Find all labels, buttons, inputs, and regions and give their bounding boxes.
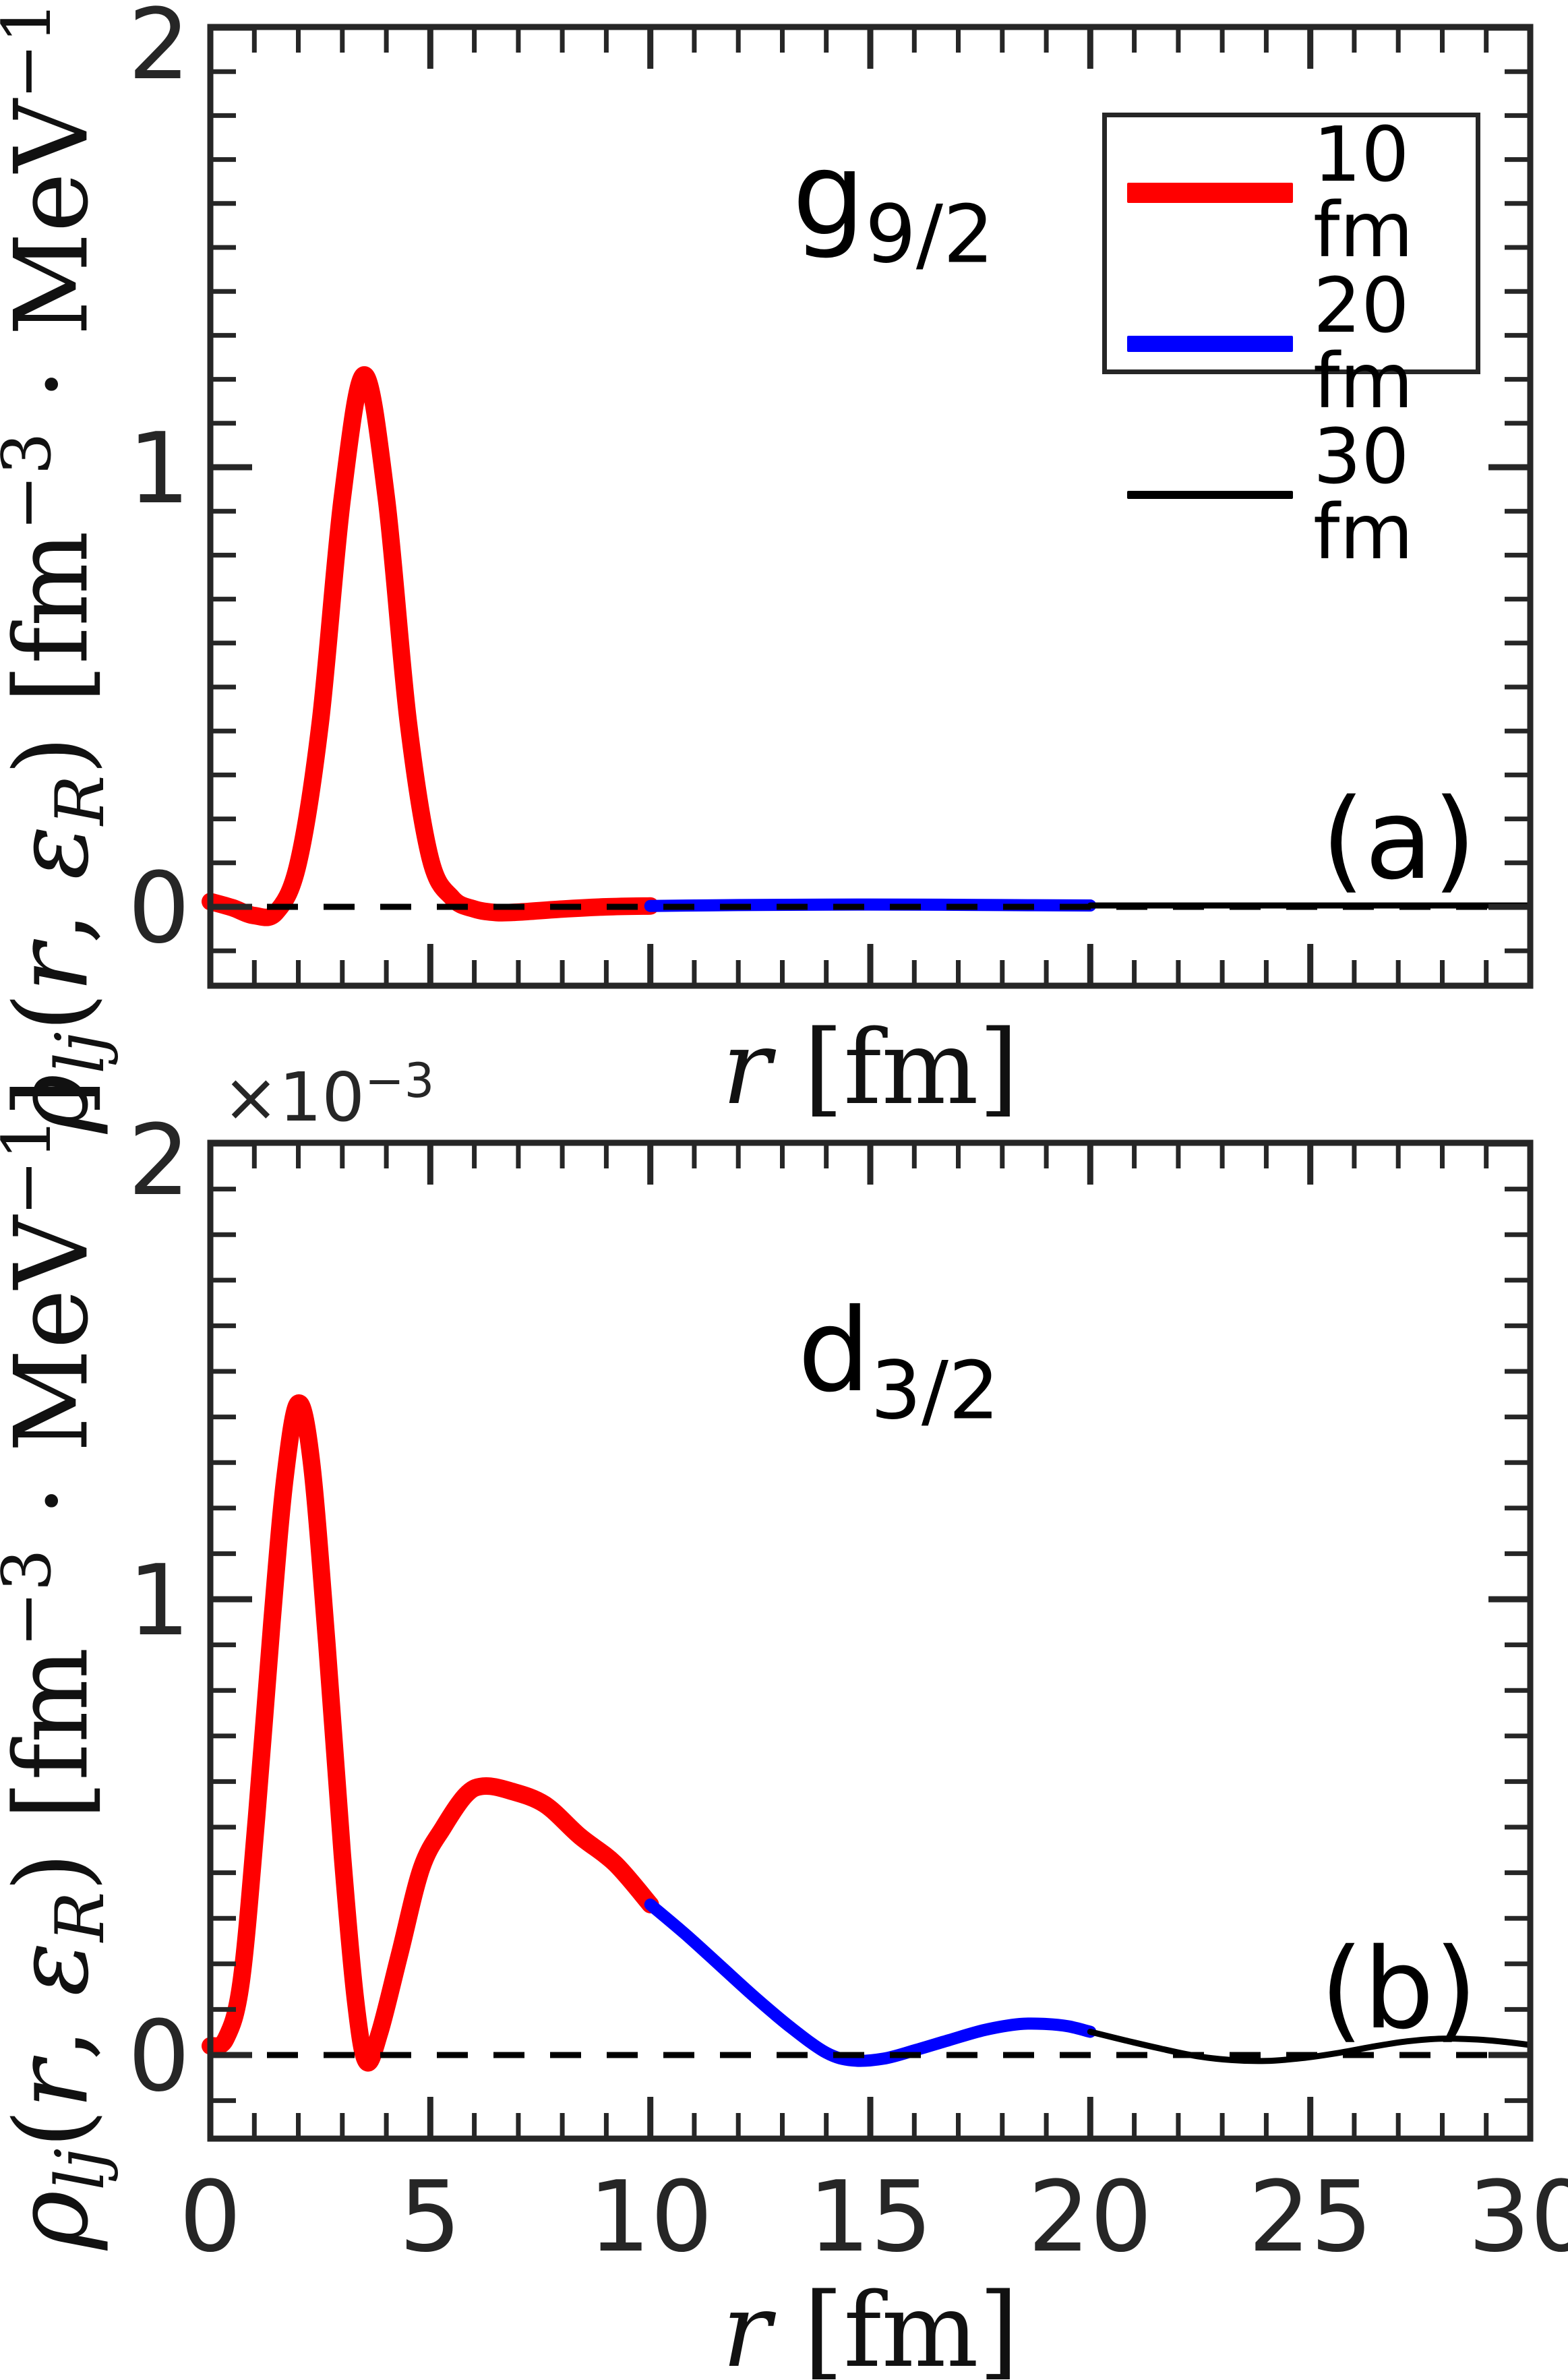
ylabel-eps: ε [0,825,111,880]
x-tick-label-0-panel-b: 0 [179,2160,241,2274]
panel-a-title-sub: 9/2 [865,188,994,282]
legend-swatch-20fm-blue-line [1127,336,1293,352]
panel-a-title-base: g [792,128,866,262]
x-tick-label-10-panel-b: 10 [589,2160,713,2274]
ylabel-rho-sub: lj [42,2148,120,2191]
panel-b-title-base: d [797,1284,871,1418]
ylabel-comma: , [0,879,111,945]
panel-a: 0 1 2 [128,0,1534,989]
curve-20fm-panel-b [644,1898,1097,2067]
x-tick-label-30-panel-b: 30 [1468,2160,1568,2274]
xlabel-unit: [fm] [771,1008,1019,1127]
y-tick-label-1-panel-b: 1 [128,1544,190,1658]
legend-label-20fm: 20 fm [1313,262,1414,425]
ylabel-close: ) [fm [0,1647,111,1892]
legend-item-30fm: 30 fm [1127,419,1476,570]
y-tick-label-0-panel-b: 0 [128,2000,190,2114]
legend-item-10fm: 10 fm [1127,117,1476,268]
legend-swatch-30fm-black-line [1127,491,1293,499]
legend-box: 10 fm 20 fm 30 fm [1102,113,1480,570]
ylabel-rho-sub: lj [42,1032,120,1074]
ylabel-eps-sub: R [42,1891,120,1942]
curve-10fm-panel-a [202,366,659,926]
plot-box-panel-a [207,24,1534,989]
curve-10fm-panel-b [202,1394,659,2072]
legend-label-30fm: 30 fm [1313,413,1414,576]
y-axis-label-panel-a: ρlj(r, εR) [fm−3 · MeV−1] [0,0,119,1133]
x-axis-label-panel-b: r [fm] [722,2271,1019,2380]
panel-b-annotation: (b) [1320,1924,1478,2054]
x-tick-label-15-panel-b: 15 [808,2160,933,2274]
y-tick-label-2-panel-b: 2 [128,1104,190,1218]
multiplier-base: ×10 [222,1058,365,1137]
tick-labels-panel-a: 0 1 2 [128,0,190,965]
y-tick-label-1-panel-a: 1 [128,412,190,526]
ylabel-close: ) [fm [0,531,111,775]
ylabel-end: ] [0,1078,111,1118]
panel-b-title-sub: 3/2 [870,1344,1000,1438]
panel-a-title: g9/2 [792,128,994,282]
y-tick-label-2-panel-a: 2 [128,0,190,102]
ylabel-comma: , [0,1996,111,2061]
ticks-panel-a [207,24,1534,983]
xlabel-r: r [722,1008,771,1127]
ylabel-eps-sub: R [42,775,120,826]
legend-label-10fm: 10 fm [1313,111,1414,274]
ylabel-eps: ε [0,1942,111,1996]
y-tick-label-0-panel-a: 0 [128,852,190,965]
y-axis-scale-multiplier: ×10−3 [222,1053,434,1137]
ticks-panel-b [207,1140,1534,2136]
legend-item-20fm: 20 fm [1127,268,1476,419]
multiplier-exponent: −3 [365,1053,435,1108]
ylabel-mev-exponent: −1 [0,1,66,100]
ylabel-mid: · MeV [0,1216,111,1549]
ylabel-rho: ρ [0,2190,111,2250]
x-tick-label-5-panel-b: 5 [399,2160,461,2274]
panel-b-title: d3/2 [797,1284,999,1438]
legend-swatch-10fm-red-line [1127,183,1293,203]
x-tick-label-25-panel-b: 25 [1248,2160,1373,2274]
xlabel-unit: [fm] [771,2271,1019,2380]
ylabel-r: r [0,2060,111,2109]
panel-a-annotation: (a) [1321,775,1476,904]
ylabel-fm-exponent: −3 [0,1549,66,1648]
x-tick-label-20-panel-b: 20 [1028,2160,1153,2274]
ylabel-open: ( [0,2108,111,2149]
curve-30fm-panel-b [1087,2029,1534,2064]
ylabel-end: ] [0,0,111,1]
y-axis-label-panel-b: ρlj(r, εR) [fm−3 · MeV−1] [0,1078,119,2250]
xlabel-r: r [722,2271,771,2380]
ylabel-fm-exponent: −3 [0,432,66,531]
ylabel-mev-exponent: −1 [0,1117,66,1216]
ylabel-open: ( [0,992,111,1032]
x-axis-label-panel-a: r [fm] [722,1008,1019,1127]
ylabel-mid: · MeV [0,99,111,433]
plot-box-panel-b [207,1139,1534,2142]
ylabel-r: r [0,944,111,992]
